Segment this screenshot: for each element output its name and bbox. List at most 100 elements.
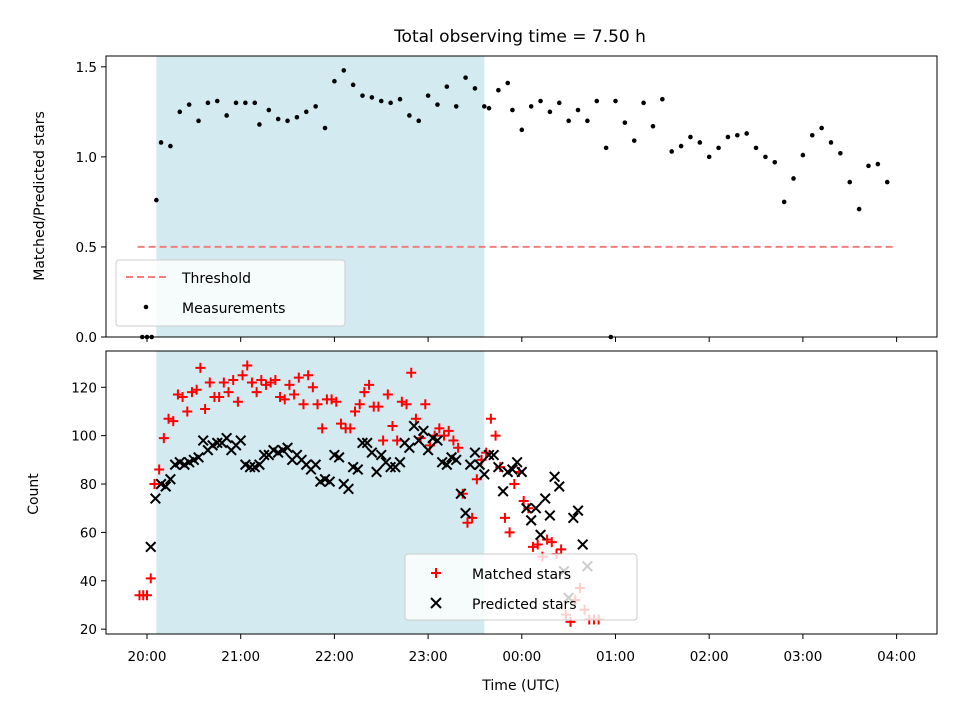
matched-star-marker [232, 396, 243, 407]
measurement-point [425, 93, 431, 98]
bottom-y-tick-label: 40 [80, 574, 97, 590]
matched-star-marker [228, 375, 239, 386]
predicted-star-marker [474, 459, 486, 471]
matched-star-marker [453, 442, 464, 453]
measurement-point [716, 145, 721, 151]
matched-star-marker [312, 399, 323, 410]
matched-star-marker [350, 406, 361, 417]
matched-star-marker [364, 379, 375, 390]
predicted-star-marker [221, 432, 233, 444]
measurement-point [369, 95, 375, 100]
predicted-star-marker [478, 468, 490, 480]
measurement-point [809, 132, 815, 138]
measurement-point [594, 98, 600, 104]
predicted-star-marker [394, 456, 406, 468]
measurement-point [622, 120, 628, 125]
measurement-point [772, 159, 778, 165]
predicted-star-marker [460, 507, 472, 519]
measurement-point [660, 96, 665, 102]
measurement-point [875, 161, 881, 167]
predicted-star-marker [572, 505, 584, 517]
matched-star-marker [279, 394, 290, 405]
measurement-point [177, 109, 183, 115]
measurement-point [856, 206, 862, 212]
matched-star-marker [270, 375, 281, 386]
matched-star-marker [457, 488, 468, 499]
bottom-y-tick-label: 100 [71, 429, 97, 445]
matched-star-marker [401, 399, 412, 410]
matched-star-marker [142, 590, 152, 601]
predicted-star-marker [455, 488, 467, 500]
matched-star-marker [335, 418, 346, 429]
measurement-point [753, 145, 759, 151]
measurement-point [631, 138, 637, 143]
measurement-point [205, 100, 211, 106]
predicted-star-marker [422, 444, 434, 456]
measurement-point [641, 100, 646, 106]
x-tick-label: 00:00 [502, 649, 541, 665]
predicted-star-marker [235, 434, 247, 447]
top-legend-box [115, 259, 346, 327]
measurement-point [388, 100, 393, 106]
predicted-star-marker [333, 451, 345, 463]
matched-star-marker [345, 423, 356, 434]
matched-star-marker [387, 420, 398, 431]
x-tick-label: 03:00 [783, 649, 822, 665]
measurement-point [575, 107, 581, 113]
measurement-point [463, 75, 468, 80]
predicted-star-marker [197, 434, 209, 447]
predicted-star-marker [553, 480, 565, 492]
predicted-star-marker [464, 459, 476, 471]
predicted-star-marker [539, 493, 551, 505]
measurement-point [735, 132, 740, 138]
predicted-star-marker [310, 459, 322, 471]
matched-star-marker [200, 404, 211, 415]
matched-star-marker [177, 391, 188, 402]
predicted-star-marker [441, 459, 453, 471]
measurement-point [585, 118, 590, 124]
matched-star-marker [284, 379, 295, 390]
matched-star-marker [485, 413, 496, 424]
measurement-point [763, 154, 768, 160]
matched-star-marker [448, 435, 459, 446]
predicted-star-marker [520, 502, 532, 514]
x-tick-label: 22:00 [315, 649, 354, 665]
bottom-y-tick-label: 60 [80, 525, 97, 541]
predicted-star-marker [525, 514, 537, 526]
matched-legend-label: Matched stars [472, 567, 571, 583]
measurement-point [252, 100, 258, 106]
matched-star-marker [462, 517, 473, 528]
measurement-point [416, 118, 422, 124]
predicted-star-marker [282, 442, 294, 454]
matched-star-marker [546, 537, 557, 548]
predicted-star-marker [506, 464, 518, 476]
bottom-y-tick-label: 120 [71, 380, 97, 396]
predicted-star-marker [511, 456, 523, 468]
measurement-point [407, 113, 412, 118]
top-y-tick-label: 0.5 [76, 240, 97, 256]
measurement-point [496, 87, 501, 93]
measurement-point [556, 100, 562, 106]
matched-star-marker [406, 367, 417, 378]
measurements-legend-label: Measurements [182, 301, 285, 317]
matched-star-marker [392, 435, 403, 446]
measurement-point [360, 93, 365, 98]
matched-star-marker [420, 399, 431, 410]
matched-star-marker [317, 423, 328, 434]
matched-star-marker [223, 387, 234, 398]
measurement-point [444, 84, 450, 89]
matched-star-marker [410, 413, 421, 424]
measurement-point [866, 163, 871, 169]
x-axis-label: Time (UTC) [481, 678, 559, 694]
measurement-point [847, 179, 853, 185]
predicted-star-marker [492, 461, 504, 473]
matched-star-marker [154, 464, 165, 475]
matched-star-marker [439, 430, 450, 441]
measurement-point [781, 199, 787, 205]
measurement-point [613, 98, 618, 104]
matched-star-marker [158, 433, 169, 444]
bottom-legend-box [404, 553, 638, 621]
predicted-star-marker [431, 434, 443, 447]
measurement-point [285, 118, 290, 124]
predicted-star-marker [417, 425, 429, 437]
